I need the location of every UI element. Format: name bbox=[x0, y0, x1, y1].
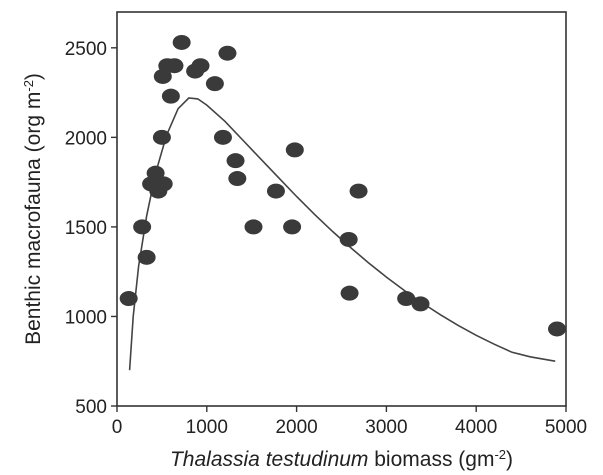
y-tick-label: 500 bbox=[75, 397, 107, 418]
x-tick-label: 2000 bbox=[275, 417, 317, 438]
data-point bbox=[548, 321, 567, 337]
data-point bbox=[205, 76, 224, 92]
data-point bbox=[165, 58, 184, 74]
x-axis-ticks: 0 1000 2000 3000 4000 5000 bbox=[112, 406, 587, 438]
data-point bbox=[228, 171, 247, 187]
data-point bbox=[191, 58, 210, 74]
x-axis-title-sup: -2 bbox=[494, 447, 506, 462]
data-point bbox=[154, 176, 173, 192]
data-point bbox=[283, 219, 302, 235]
data-point bbox=[349, 183, 368, 199]
data-point bbox=[146, 165, 165, 181]
data-point bbox=[226, 153, 245, 169]
x-tick-label: 4000 bbox=[455, 417, 497, 438]
data-point bbox=[411, 296, 430, 312]
fit-curve bbox=[128, 97, 556, 371]
x-tick-label: 0 bbox=[112, 417, 123, 438]
y-axis-title-close: ) bbox=[22, 73, 45, 80]
data-point bbox=[161, 88, 180, 104]
data-point bbox=[218, 45, 237, 61]
y-tick-label: 2500 bbox=[65, 39, 107, 60]
y-axis-ticks: 500 1000 1500 2000 2500 bbox=[65, 39, 117, 418]
data-point bbox=[285, 142, 304, 158]
data-point bbox=[119, 291, 138, 307]
data-point bbox=[339, 231, 358, 247]
y-tick-label: 2000 bbox=[65, 128, 107, 149]
data-point bbox=[244, 219, 263, 235]
fit-curve-group bbox=[128, 97, 556, 371]
plot-border bbox=[116, 11, 567, 407]
x-axis-title: Thalassia testudinum biomass (gm-2) bbox=[170, 447, 513, 472]
data-point bbox=[133, 219, 152, 235]
data-points bbox=[119, 34, 567, 337]
data-point bbox=[137, 249, 156, 265]
y-axis-title-main: Benthic macrofauna (org m bbox=[22, 92, 45, 345]
plot-frame bbox=[116, 11, 567, 407]
x-tick-label: 1000 bbox=[186, 417, 228, 438]
x-axis-title-italic: Thalassia testudinum bbox=[170, 448, 368, 471]
x-axis-title-rest: biomass (gm bbox=[368, 448, 494, 471]
x-axis-title-close: ) bbox=[506, 448, 513, 471]
y-tick-label: 1000 bbox=[65, 307, 107, 328]
x-tick-label: 3000 bbox=[365, 417, 407, 438]
y-tick-label: 1500 bbox=[65, 218, 107, 239]
y-axis-title-sup: -2 bbox=[21, 80, 36, 92]
data-point bbox=[213, 129, 232, 145]
data-point bbox=[340, 285, 359, 301]
x-tick-label: 5000 bbox=[545, 417, 587, 438]
data-point bbox=[397, 291, 416, 307]
data-point bbox=[266, 183, 285, 199]
data-point bbox=[172, 34, 191, 50]
data-point bbox=[152, 129, 171, 145]
y-axis-title: Benthic macrofauna (org m-2) bbox=[21, 73, 46, 345]
